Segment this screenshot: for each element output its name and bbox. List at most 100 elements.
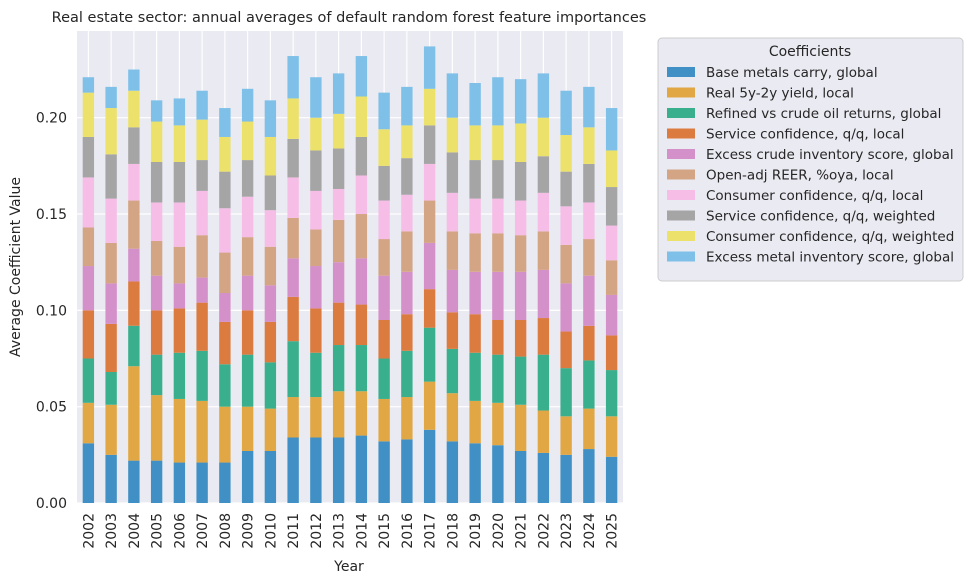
legend: Coefficients Base metals carry, global Re… xyxy=(657,37,964,282)
bar-segment xyxy=(378,200,390,240)
bar-segment xyxy=(287,296,299,342)
bar-segment xyxy=(560,135,572,172)
bar-segment xyxy=(378,358,390,399)
bar-segment xyxy=(241,160,254,197)
bar-segment xyxy=(355,96,368,137)
legend-label: Base metals carry, global xyxy=(706,65,878,81)
bar-segment xyxy=(264,450,277,503)
bar-segment xyxy=(446,231,459,270)
bar-segment xyxy=(514,123,527,163)
bar-segment xyxy=(128,460,140,503)
legend-label: Excess metal inventory score, global xyxy=(706,250,954,266)
bar-segment xyxy=(196,277,208,303)
bar-segment xyxy=(423,242,436,290)
bar-segment xyxy=(287,258,299,297)
bar-segment xyxy=(219,136,231,172)
y-axis-label: Average Coefficient Value xyxy=(8,177,24,357)
legend-label: Service confidence, q/q, local xyxy=(706,127,904,143)
bar-segment xyxy=(355,214,368,259)
bar-segment xyxy=(264,210,277,247)
bar-segment xyxy=(241,88,254,122)
bar-segment xyxy=(583,239,595,276)
bar-segment xyxy=(401,231,413,272)
bar-segment xyxy=(264,408,277,451)
bar-segment xyxy=(310,437,322,503)
bar-segment xyxy=(446,192,459,232)
bar-segment xyxy=(287,56,299,99)
legend-label: Open-adj REER, %oya, local xyxy=(706,168,894,184)
bar-segment xyxy=(537,192,550,232)
bar-segment xyxy=(82,77,95,93)
bar-segment xyxy=(583,163,595,203)
bar-segment xyxy=(423,327,436,382)
bar-segment xyxy=(173,462,186,503)
bar-segment xyxy=(378,129,390,166)
bar-segment xyxy=(219,108,231,137)
bar-segment xyxy=(82,310,95,359)
bar-segment xyxy=(537,156,550,193)
bar-segment xyxy=(423,46,436,89)
bar-segment xyxy=(401,158,413,195)
x-tick-label: 2003 xyxy=(104,513,120,549)
bar-segment xyxy=(310,308,322,353)
bar-segment xyxy=(150,162,163,203)
bar-segment xyxy=(514,356,527,405)
bar-segment xyxy=(537,452,550,503)
bar-segment xyxy=(241,310,254,355)
bar-segment xyxy=(310,352,322,398)
bar-segment xyxy=(150,121,163,163)
bar-segment xyxy=(355,258,368,305)
bar-segment xyxy=(332,73,345,114)
bar-segment xyxy=(605,108,618,151)
bar-segment xyxy=(469,443,481,503)
bar-segment xyxy=(173,162,186,203)
bar-segment xyxy=(560,454,572,503)
bar-segment xyxy=(446,312,459,349)
bar-segment xyxy=(560,416,572,455)
bar-segment xyxy=(401,194,413,232)
legend-swatch xyxy=(667,190,695,200)
bar-segment xyxy=(287,437,299,503)
x-tick-label: 2019 xyxy=(468,513,484,549)
bar-segment xyxy=(150,310,163,355)
bar-segment xyxy=(196,90,208,120)
bar-segment xyxy=(264,136,277,176)
bar-segment xyxy=(446,393,459,442)
legend-label: Consumer confidence, q/q, weighted xyxy=(706,229,954,245)
bar-segment xyxy=(537,73,550,118)
chart-title: Real estate sector: annual averages of d… xyxy=(52,10,647,26)
x-tick-label: 2025 xyxy=(605,513,621,549)
bar-segment xyxy=(605,335,618,371)
bar-segment xyxy=(469,271,481,315)
bar-segment xyxy=(310,266,322,309)
bar-segment xyxy=(287,341,299,398)
x-tick-label: 2005 xyxy=(150,513,166,549)
bar-segment xyxy=(332,113,345,149)
bar-segment xyxy=(355,304,368,346)
bar-segment xyxy=(82,136,95,178)
bar-segment xyxy=(492,125,504,161)
x-tick-label: 2021 xyxy=(514,513,530,549)
bar-segment xyxy=(241,450,254,503)
bar-segment xyxy=(150,354,163,396)
bar-segment xyxy=(605,456,618,503)
bar-segment xyxy=(196,350,208,401)
x-tick-label: 2007 xyxy=(195,513,211,549)
bar-segment xyxy=(605,416,618,457)
bar-segment xyxy=(287,98,299,139)
bar-segment xyxy=(150,100,163,122)
bar-segment xyxy=(537,117,550,157)
bar-segment xyxy=(560,244,572,284)
bar-segment xyxy=(378,92,390,130)
bar-segment xyxy=(401,86,413,126)
bar-segment xyxy=(82,92,95,137)
bar-segment xyxy=(605,294,618,336)
bar-segment xyxy=(332,219,345,263)
bar-segment xyxy=(446,269,459,313)
bar-segment xyxy=(583,408,595,450)
y-tick-label: 0.10 xyxy=(36,303,67,319)
bar-segment xyxy=(401,397,413,440)
legend-title: Coefficients xyxy=(769,44,851,60)
legend-swatch xyxy=(667,251,695,262)
